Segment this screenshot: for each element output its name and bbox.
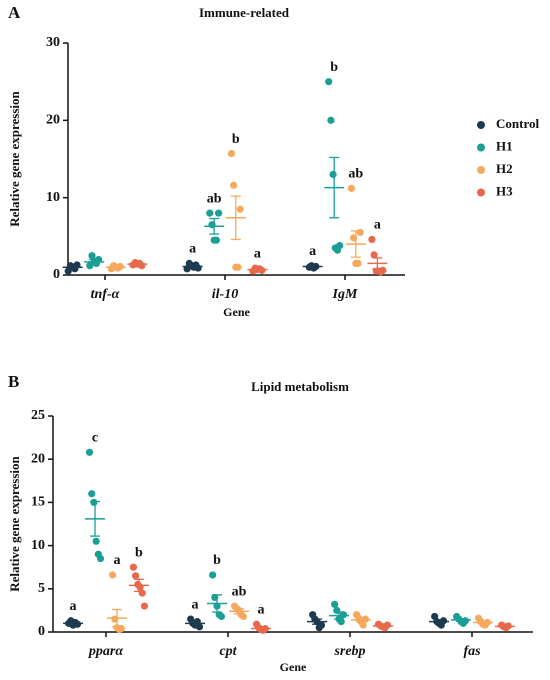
significance-letter: a [257,602,264,617]
data-point [236,205,244,213]
legend-label: H1 [496,138,513,153]
x-tick-label: cpt [219,644,237,659]
data-point [327,116,335,124]
significance-letter: a [113,553,120,568]
data-point [361,615,369,623]
legend-marker [477,143,485,152]
data-point [88,490,96,498]
y-tick-label: 0 [53,267,60,282]
data-point [138,589,146,597]
y-tick-label: 10 [31,538,45,553]
data-point [339,611,348,619]
y-tick-label: 20 [46,113,60,128]
data-point [209,571,217,579]
x-tick-label: srebp [333,644,365,659]
y-tick-label: 30 [46,35,60,50]
significance-letter: a [309,244,316,259]
x-tick-label: il-10 [212,287,238,302]
x-tick-label: fas [463,644,481,659]
significance-letter: b [232,132,240,147]
significance-letter: a [192,597,199,612]
data-point [85,448,94,456]
data-point [354,259,362,267]
y-tick-label: 10 [46,190,60,205]
data-point [337,618,345,626]
data-point [239,612,247,621]
y-tick-label: 15 [31,495,45,510]
data-point [234,263,242,271]
legend-marker [477,121,485,129]
legend-label: Control [496,116,539,131]
y-tick-label: 20 [31,451,45,466]
significance-letter: ab [348,167,363,182]
x-axis-label: Gene [223,305,250,319]
significance-letter: b [135,545,143,560]
data-point [368,235,376,244]
data-point [140,602,149,610]
data-point [356,228,364,237]
legend-marker [477,188,485,197]
x-axis-label: Gene [280,660,307,674]
y-tick-label: 0 [38,624,45,639]
data-point [217,612,226,621]
x-tick-label: IgM [332,287,358,302]
data-point [379,266,387,274]
data-point [92,537,100,545]
data-point [359,621,367,629]
data-point [439,617,448,625]
y-axis-label: Relative gene expression [7,455,22,591]
x-tick-label: pparα [88,644,123,659]
panel-label: B [8,372,19,391]
data-point [90,498,98,506]
data-point [108,571,117,579]
data-point [206,209,214,217]
significance-letter: b [213,553,221,568]
data-point [317,621,326,629]
significance-letter: ab [232,584,247,599]
y-tick-label: 5 [38,581,45,596]
significance-letter: ab [207,191,222,206]
data-point [230,181,238,189]
data-point [117,624,125,633]
data-point [227,149,235,158]
chart-title: Immune-related [199,5,290,20]
data-point [331,600,339,608]
significance-letter: a [254,246,261,261]
x-tick-label: tnf-α [91,287,120,302]
data-point [88,252,96,260]
y-tick-label: 25 [31,408,45,423]
data-point [370,251,378,259]
data-point [215,209,223,217]
legend-label: H2 [496,161,513,176]
y-axis-label: Relative gene expression [7,90,22,226]
data-point [347,184,355,192]
data-point [212,236,220,244]
data-point [329,170,337,179]
significance-letter: c [92,431,98,446]
legend-label: H3 [496,183,513,198]
data-point [132,572,140,580]
data-point [325,78,333,86]
significance-letter: a [70,599,77,614]
legend-marker [477,166,485,174]
data-point [129,563,138,571]
chart-title: Lipid metabolism [251,379,349,394]
significance-letter: a [374,218,381,233]
significance-letter: b [330,60,338,75]
panel-label: A [8,3,21,22]
data-point [96,554,105,563]
data-point [336,242,344,250]
significance-letter: a [189,242,196,257]
